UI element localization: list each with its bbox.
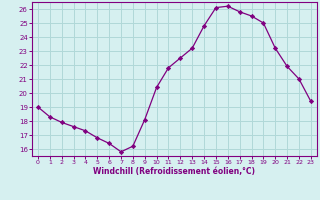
X-axis label: Windchill (Refroidissement éolien,°C): Windchill (Refroidissement éolien,°C) — [93, 167, 255, 176]
